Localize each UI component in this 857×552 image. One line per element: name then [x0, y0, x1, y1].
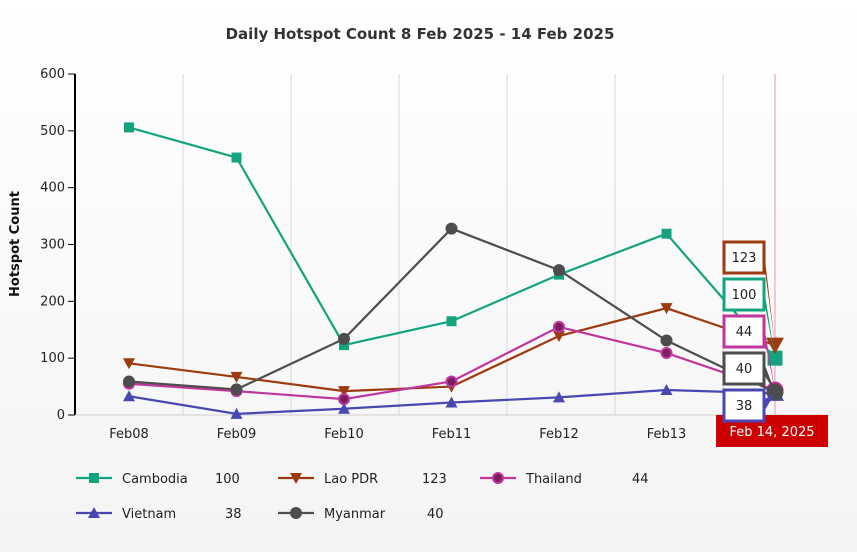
callout-pointer: [764, 393, 775, 412]
x-axis: Feb08 Feb09 Feb10 Feb11 Feb12 Feb13: [75, 414, 828, 442]
callout-value: 38: [736, 399, 753, 414]
callout-value: 40: [736, 362, 753, 377]
data-point[interactable]: [230, 383, 243, 396]
callout-pointer: [764, 251, 775, 346]
legend-item-lao-pdr[interactable]: Lao PDR 123: [278, 472, 447, 487]
data-point[interactable]: [123, 375, 135, 388]
data-point[interactable]: [338, 393, 350, 406]
data-point[interactable]: [124, 122, 134, 133]
legend-item-vietnam[interactable]: Vietnam 38: [76, 507, 242, 522]
x-tick-label: Feb11: [432, 427, 472, 442]
series-line-myanmar: [128, 227, 776, 394]
legend-value: 100: [215, 472, 240, 487]
data-point[interactable]: [553, 391, 565, 403]
legend-value: 123: [422, 472, 447, 487]
y-tick-label: 200: [40, 294, 65, 309]
data-point[interactable]: [230, 371, 243, 383]
data-point[interactable]: [338, 332, 350, 345]
legend-value: 38: [225, 507, 242, 522]
data-point[interactable]: [445, 222, 458, 235]
y-tick-label: 400: [40, 181, 65, 196]
data-point[interactable]: [661, 228, 672, 239]
callout-box: [722, 277, 766, 312]
y-axis-label: Hotspot Count: [8, 191, 23, 297]
legend-label: Thailand: [525, 472, 582, 487]
y-tick-label: 0: [57, 408, 65, 423]
callout-value: 100: [732, 288, 757, 303]
data-point[interactable]: [231, 152, 242, 163]
tooltip-callouts: 123 100 44 40 38: [722, 240, 775, 423]
data-point[interactable]: [553, 331, 565, 343]
grid: [74, 74, 724, 415]
data-point[interactable]: [660, 383, 673, 395]
data-point[interactable]: [766, 337, 784, 355]
legend-label: Myanmar: [324, 507, 386, 522]
legend-item-cambodia[interactable]: Cambodia 100: [76, 472, 240, 487]
data-point[interactable]: [123, 390, 135, 402]
y-tick-label: 600: [40, 67, 65, 82]
callout-box: [722, 388, 766, 423]
data-point[interactable]: [660, 303, 673, 315]
callout-box: [722, 240, 766, 275]
callout-pointer: [764, 288, 775, 359]
legend-value: 44: [632, 472, 649, 487]
data-point[interactable]: [230, 407, 243, 419]
data-point[interactable]: [123, 358, 135, 370]
chart-title: Daily Hotspot Count 8 Feb 2025 - 14 Feb …: [226, 25, 615, 43]
callout-pointer: [764, 362, 775, 393]
x-tick-label: Feb13: [647, 427, 687, 442]
data-point[interactable]: [339, 340, 349, 351]
callout-box: [722, 314, 766, 349]
crosshair: Feb 14, 2025: [716, 74, 828, 447]
legend: Cambodia 100 Lao PDR 123 Thailand 44 Vietnam 38…: [76, 472, 649, 522]
legend-item-myanmar[interactable]: Myanmar 40: [278, 507, 444, 522]
data-point[interactable]: [338, 402, 350, 414]
callout-pointer: [764, 325, 775, 390]
legend-label: Lao PDR: [324, 472, 378, 487]
data-point[interactable]: [338, 386, 350, 398]
data-point[interactable]: [553, 264, 565, 277]
legend-item-thailand[interactable]: Thailand 44: [480, 472, 649, 487]
legend-label: Cambodia: [122, 472, 188, 487]
data-point[interactable]: [553, 320, 565, 333]
series-lines: [123, 122, 784, 419]
data-point[interactable]: [445, 375, 458, 388]
y-axis: 0 100 200 300 400 500 600: [40, 67, 76, 423]
x-tick-label: Feb12: [539, 427, 579, 442]
x-tick-label: Feb08: [109, 427, 149, 442]
crosshair-date-label: Feb 14, 2025: [729, 425, 814, 440]
data-point[interactable]: [660, 347, 673, 360]
callout-value: 44: [736, 325, 753, 340]
x-tick-label: Feb10: [324, 427, 364, 442]
y-tick-label: 100: [40, 351, 65, 366]
y-tick-label: 300: [40, 238, 65, 253]
callout-value: 123: [732, 251, 757, 266]
data-point[interactable]: [660, 334, 673, 347]
x-tick-label: Feb09: [217, 427, 257, 442]
data-point[interactable]: [446, 316, 457, 327]
y-tick-label: 500: [40, 124, 65, 139]
legend-value: 40: [427, 507, 444, 522]
data-point[interactable]: [445, 396, 458, 408]
callout-box: [722, 351, 766, 386]
legend-label: Vietnam: [122, 507, 176, 522]
